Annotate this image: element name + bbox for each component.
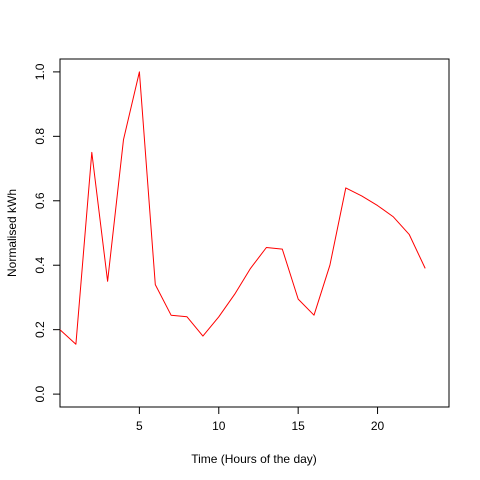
y-tick-label: 1.0 <box>33 63 47 80</box>
x-tick-label: 10 <box>212 419 226 433</box>
x-axis-title: Time (Hours of the day) <box>191 452 317 466</box>
y-tick-label: 0.2 <box>33 321 47 338</box>
y-axis-title: Normalised kWh <box>5 189 19 277</box>
series-line <box>59 71 426 345</box>
y-tick-label: 0.6 <box>33 192 47 209</box>
x-tick-label: 15 <box>291 419 305 433</box>
y-tick-label: 0.8 <box>33 128 47 145</box>
x-tick-label: 5 <box>136 419 143 433</box>
plot-frame <box>59 58 450 408</box>
x-tick-label: 20 <box>371 419 385 433</box>
x-axis: 5 10 15 20 <box>136 407 385 433</box>
y-tick-label: 0.0 <box>33 385 47 402</box>
series-layer <box>59 71 426 345</box>
y-axis: 0.0 0.2 0.4 0.6 0.8 1.0 <box>33 63 60 402</box>
y-tick-label: 0.4 <box>33 257 47 274</box>
